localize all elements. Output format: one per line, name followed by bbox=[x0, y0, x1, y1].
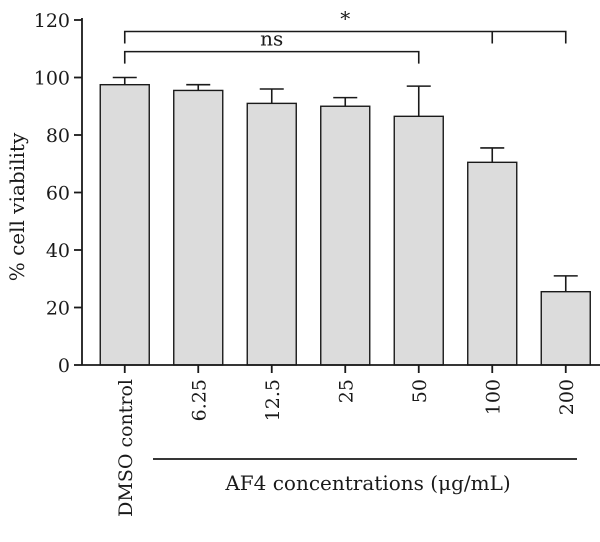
x-tick-label: 12.5 bbox=[262, 379, 284, 421]
significance-bracket bbox=[123, 30, 567, 44]
y-tick-label: 100 bbox=[34, 68, 70, 90]
x-tick-label: DMSO control bbox=[115, 379, 137, 517]
significance-label: * bbox=[340, 7, 350, 31]
x-tick-label: 6.25 bbox=[188, 379, 210, 421]
x-tick-label: 50 bbox=[409, 379, 431, 403]
y-axis-label: % cell viability bbox=[5, 132, 29, 281]
bar bbox=[393, 115, 444, 366]
x-tick-label: 100 bbox=[482, 379, 504, 415]
y-tick-label: 80 bbox=[46, 125, 70, 147]
bar bbox=[320, 105, 371, 366]
y-axis: 0 20 40 60 80 100 120 bbox=[34, 10, 83, 377]
y-tick-label: 60 bbox=[46, 183, 70, 205]
significance-brackets: ns * bbox=[123, 7, 567, 64]
x-tick-label: 200 bbox=[556, 379, 578, 415]
bars bbox=[99, 76, 591, 366]
significance-bracket bbox=[123, 50, 420, 64]
bar bbox=[540, 290, 591, 366]
y-tick-label: 20 bbox=[46, 298, 70, 320]
y-tick-label: 0 bbox=[58, 355, 70, 377]
y-tick-label: 120 bbox=[34, 10, 70, 32]
bar bbox=[246, 102, 297, 366]
bar bbox=[467, 161, 518, 366]
significance-label: ns bbox=[260, 27, 283, 51]
x-axis: DMSO control 6.25 12.5 25 50 100 200 bbox=[82, 364, 600, 517]
y-tick-label: 40 bbox=[46, 240, 70, 262]
bar bbox=[173, 89, 224, 366]
bar bbox=[99, 83, 150, 366]
x-tick-label: 25 bbox=[335, 379, 357, 403]
x-axis-label: AF4 concentrations (μg/mL) bbox=[224, 471, 510, 495]
